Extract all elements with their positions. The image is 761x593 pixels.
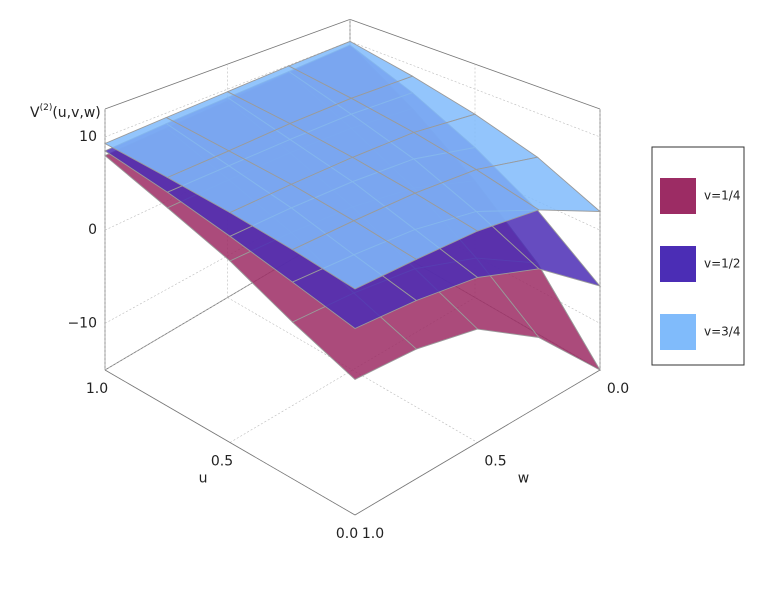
legend-swatch (660, 246, 696, 282)
legend-swatch (660, 178, 696, 214)
w-tick-label: 0.5 (484, 454, 506, 470)
u-tick-label: 1.0 (86, 381, 108, 397)
legend-label: v=1/4 (704, 189, 740, 203)
box-edge (354, 369, 601, 516)
surface-cell (291, 220, 418, 290)
u-tick-label: 0.0 (336, 526, 358, 542)
u-axis-label: u (199, 471, 208, 487)
z-axis-label-part: (u,v,w) (52, 105, 100, 121)
z-axis-label: V(2)(u,v,w) (30, 103, 101, 122)
legend-label: v=1/2 (704, 257, 740, 271)
legend-label: v=3/4 (704, 325, 740, 339)
u-tick-label: 0.5 (211, 454, 233, 470)
box-edge (104, 369, 356, 516)
legend-swatch (660, 314, 696, 350)
z-tick-label: 10 (79, 129, 97, 145)
w-tick-label: 1.0 (362, 526, 384, 542)
z-tick-label: −10 (67, 315, 97, 331)
z-axis-label-part: V (30, 105, 40, 121)
z-axis-label-part: (2) (40, 103, 53, 113)
w-axis-label: w (518, 471, 529, 487)
z-tick-label: 0 (88, 222, 97, 238)
w-tick-label: 0.0 (607, 381, 629, 397)
